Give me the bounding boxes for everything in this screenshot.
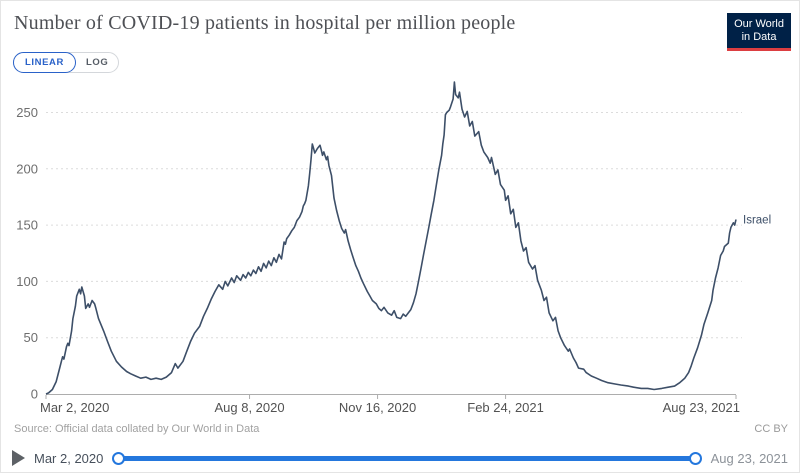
y-axis-label: 0 (31, 387, 38, 402)
y-axis-label: 150 (16, 218, 38, 233)
series-end-label: Israel (743, 214, 771, 226)
y-axis-label: 250 (16, 105, 38, 120)
y-axis-label: 200 (16, 161, 38, 176)
license-badge[interactable]: CC BY (754, 423, 788, 435)
timeline-end-date[interactable]: Aug 23, 2021 (710, 450, 788, 466)
x-axis-label: Nov 16, 2020 (339, 400, 416, 415)
series-line-israel[interactable] (45, 81, 737, 395)
y-axis-label: 50 (24, 330, 38, 345)
timeline-slider[interactable] (112, 450, 702, 466)
play-icon[interactable] (12, 450, 25, 466)
slider-track[interactable] (119, 456, 695, 461)
x-axis-label: Feb 24, 2021 (467, 400, 544, 415)
page-title: Number of COVID-19 patients in hospital … (14, 12, 516, 34)
owid-logo-line1: Our World (734, 18, 784, 30)
log-scale-button[interactable]: LOG (76, 52, 118, 73)
x-axis-label: Mar 2, 2020 (40, 400, 109, 415)
scale-toggle: LINEAR LOG (13, 52, 120, 73)
owid-logo[interactable]: Our World in Data (727, 13, 791, 51)
slider-handle-end[interactable] (688, 452, 702, 465)
slider-handle-start[interactable] (112, 452, 126, 465)
x-axis-label: Aug 8, 2020 (214, 400, 284, 415)
y-axis-label: 100 (16, 274, 38, 289)
timeline-controls: Mar 2, 2020 Aug 23, 2021 (1, 444, 799, 472)
timeline-start-date[interactable]: Mar 2, 2020 (34, 450, 104, 466)
owid-logo-line2: in Data (741, 31, 777, 43)
linear-scale-button[interactable]: LINEAR (13, 52, 76, 73)
source-note: Source: Official data collated by Our Wo… (14, 423, 260, 435)
x-axis-label: Aug 23, 2021 (663, 400, 740, 415)
